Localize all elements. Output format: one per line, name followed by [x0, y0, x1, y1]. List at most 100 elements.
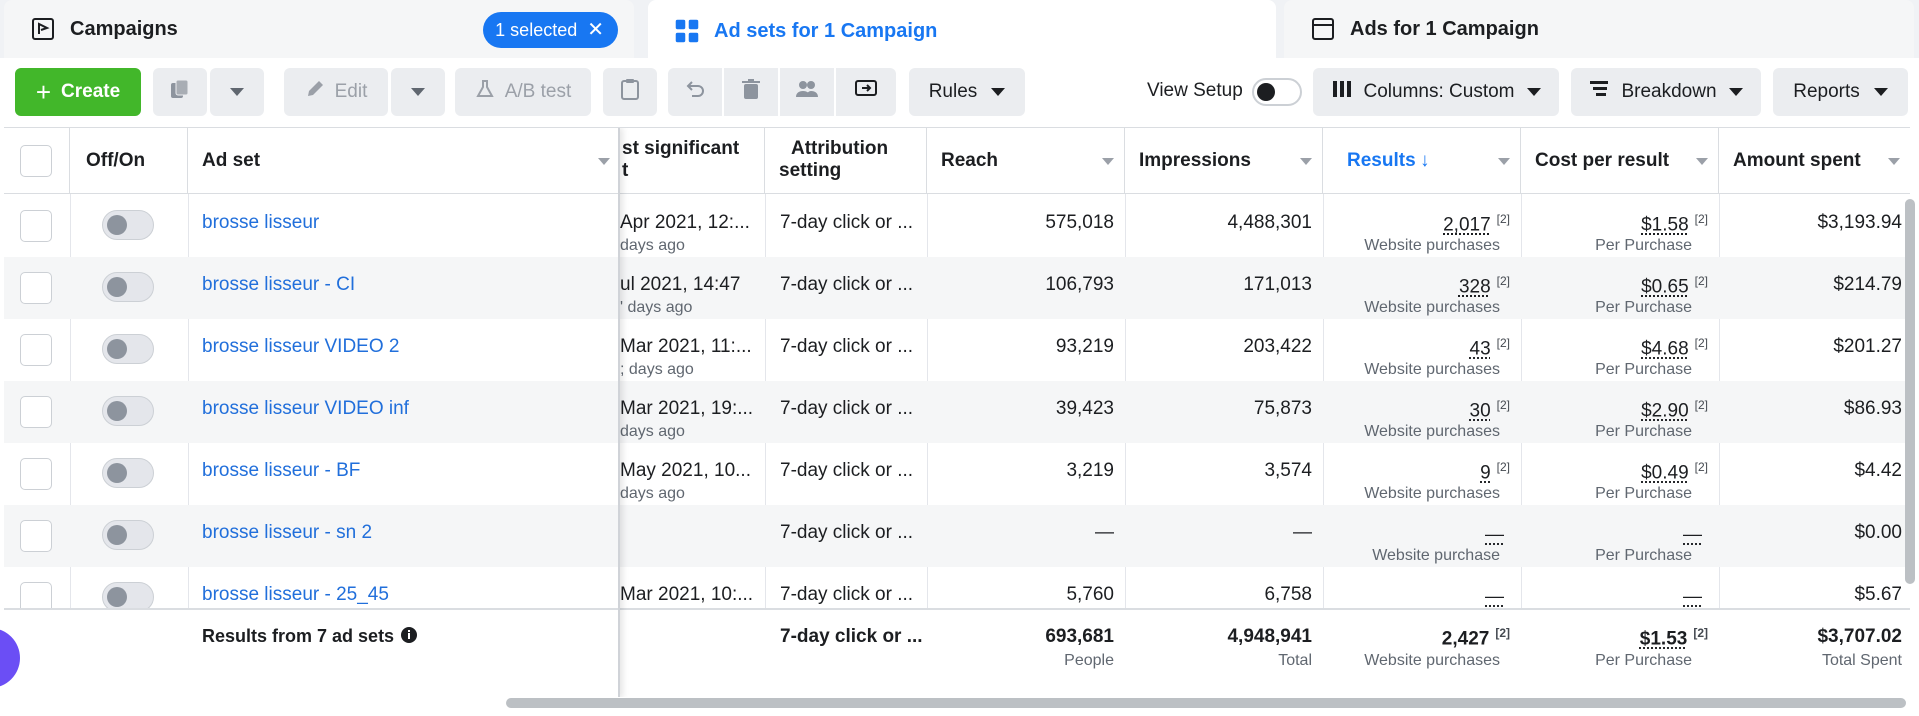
column-header-ad-set[interactable]: Ad set — [188, 128, 618, 194]
results-value[interactable]: 43 [2] — [1470, 336, 1510, 360]
attribution-setting: 7-day click or ... — [780, 274, 914, 295]
row-toggle[interactable] — [102, 272, 154, 302]
footer-impressions-sub: Total — [1278, 652, 1312, 669]
duplicate-button[interactable] — [153, 68, 207, 116]
rules-button[interactable]: Rules — [909, 68, 1025, 116]
chevron-down-icon — [1696, 158, 1708, 165]
table-row-frozen[interactable]: brosse lisseur — [4, 195, 618, 257]
column-header-impressions-label: Impressions — [1139, 150, 1251, 171]
row-checkbox[interactable] — [20, 458, 52, 490]
vertical-scrollbar[interactable] — [1905, 199, 1915, 584]
table-row[interactable]: Mar 2021, 11:... ; days ago 7-day click or… — [4, 319, 1910, 381]
results-value[interactable]: 2,017 [2] — [1443, 212, 1510, 236]
row-checkbox[interactable] — [20, 334, 52, 366]
column-header-reach[interactable]: Reach — [927, 128, 1125, 194]
adset-name-link[interactable]: brosse lisseur VIDEO inf — [202, 398, 409, 419]
column-header-attribution[interactable]: Attribution setting — [765, 128, 927, 194]
adset-name-link[interactable]: brosse lisseur - 25_45 — [202, 584, 389, 605]
cpr-sub: Per Purchase — [1595, 299, 1692, 316]
close-icon[interactable]: ✕ — [587, 19, 604, 41]
column-header-off-on[interactable]: Off/On — [70, 128, 188, 194]
duplicate-dropdown-button[interactable] — [210, 68, 264, 116]
results-value[interactable]: — — [1485, 522, 1510, 546]
row-checkbox[interactable] — [20, 210, 52, 242]
footer-amount-spent-sub: Total Spent — [1821, 652, 1902, 669]
impressions-value: 203,422 — [1243, 336, 1312, 357]
view-setup-toggle[interactable] — [1252, 78, 1302, 106]
help-bubble[interactable] — [0, 628, 20, 688]
cpr-sub: Per Purchase — [1595, 237, 1692, 254]
duplicate-icon — [169, 78, 191, 106]
cpr-value[interactable]: — — [1683, 584, 1708, 608]
results-value[interactable]: — — [1485, 584, 1510, 608]
table-row[interactable]: May 2021, 10... days ago 7-day click or ..… — [4, 443, 1910, 505]
cpr-value[interactable]: $1.58 [2] — [1641, 212, 1708, 236]
attribution-setting: 7-day click or ... — [780, 460, 914, 481]
row-checkbox[interactable] — [20, 520, 52, 552]
row-toggle[interactable] — [102, 396, 154, 426]
column-header-last-edit[interactable]: st significant t — [620, 128, 765, 194]
info-icon[interactable] — [400, 626, 418, 649]
results-value[interactable]: 9 [2] — [1480, 460, 1510, 484]
refresh-button[interactable] — [836, 68, 896, 116]
table-row[interactable]: Apr 2021, 12:... days ago 7-day click or .… — [4, 195, 1910, 257]
horizontal-scrollbar[interactable] — [506, 698, 1906, 708]
undo-button[interactable] — [668, 68, 722, 116]
people-icon — [796, 79, 818, 105]
adset-name-link[interactable]: brosse lisseur — [202, 212, 320, 233]
amount-spent-value: $4.42 — [1854, 460, 1902, 481]
audience-button[interactable] — [780, 68, 834, 116]
column-header-results[interactable]: Results ↓ — [1323, 128, 1521, 194]
tab-campaigns[interactable]: Campaigns 1 selected ✕ — [4, 0, 634, 58]
adset-name-link[interactable]: brosse lisseur VIDEO 2 — [202, 336, 400, 357]
adset-name-link[interactable]: brosse lisseur - CI — [202, 274, 356, 295]
clipboard-button[interactable] — [603, 68, 657, 116]
reports-button[interactable]: Reports — [1773, 68, 1908, 116]
edit-button[interactable]: Edit — [284, 68, 388, 116]
table-row-frozen[interactable]: brosse lisseur - CI — [4, 257, 618, 319]
cpr-value[interactable]: $4.68 [2] — [1641, 336, 1708, 360]
select-all-header — [4, 128, 70, 194]
column-header-cost-per-result[interactable]: Cost per result — [1521, 128, 1719, 194]
row-checkbox[interactable] — [20, 396, 52, 428]
tab-adsets[interactable]: Ad sets for 1 Campaign — [648, 0, 1276, 62]
row-toggle[interactable] — [102, 210, 154, 240]
edit-dropdown-button[interactable] — [391, 68, 445, 116]
ab-test-button[interactable]: A/B test — [455, 68, 591, 116]
cpr-value[interactable]: — — [1683, 522, 1708, 546]
row-toggle[interactable] — [102, 520, 154, 550]
chevron-down-icon — [1526, 88, 1541, 96]
cpr-value[interactable]: $0.49 [2] — [1641, 460, 1708, 484]
select-all-checkbox[interactable] — [20, 145, 52, 177]
selected-count-pill[interactable]: 1 selected ✕ — [483, 12, 618, 48]
table-row-frozen[interactable]: brosse lisseur VIDEO 2 — [4, 319, 618, 381]
columns-label: Columns: Custom — [1363, 81, 1515, 102]
cpr-sub: Per Purchase — [1595, 485, 1692, 502]
row-toggle[interactable] — [102, 334, 154, 364]
adset-name-link[interactable]: brosse lisseur - BF — [202, 460, 361, 481]
trash-icon — [741, 78, 761, 106]
cpr-value[interactable]: $0.65 [2] — [1641, 274, 1708, 298]
column-header-impressions[interactable]: Impressions — [1125, 128, 1323, 194]
results-value[interactable]: 328 [2] — [1459, 274, 1510, 298]
results-value[interactable]: 30 [2] — [1470, 398, 1510, 422]
chevron-down-icon — [991, 88, 1006, 96]
tab-ads[interactable]: Ads for 1 Campaign — [1284, 0, 1914, 58]
columns-button[interactable]: Columns: Custom — [1313, 68, 1559, 116]
plus-icon: + — [35, 77, 52, 107]
create-button[interactable]: + Create — [15, 68, 141, 116]
table-row-frozen[interactable]: brosse lisseur VIDEO inf — [4, 381, 618, 443]
delete-button[interactable] — [724, 68, 778, 116]
row-checkbox[interactable] — [20, 272, 52, 304]
breakdown-button[interactable]: Breakdown — [1571, 68, 1761, 116]
table-row-frozen[interactable]: brosse lisseur - sn 2 — [4, 505, 618, 567]
table-row-frozen[interactable]: brosse lisseur - BF — [4, 443, 618, 505]
column-header-amount-spent[interactable]: Amount spent — [1719, 128, 1910, 194]
last-edit-ago: days ago — [620, 423, 685, 440]
row-toggle[interactable] — [102, 458, 154, 488]
cpr-value[interactable]: $2.90 [2] — [1641, 398, 1708, 422]
chevron-down-icon — [411, 88, 425, 96]
adset-name-link[interactable]: brosse lisseur - sn 2 — [202, 522, 373, 543]
pencil-icon — [305, 79, 325, 105]
footer-attribution: 7-day click or ... — [780, 626, 923, 647]
